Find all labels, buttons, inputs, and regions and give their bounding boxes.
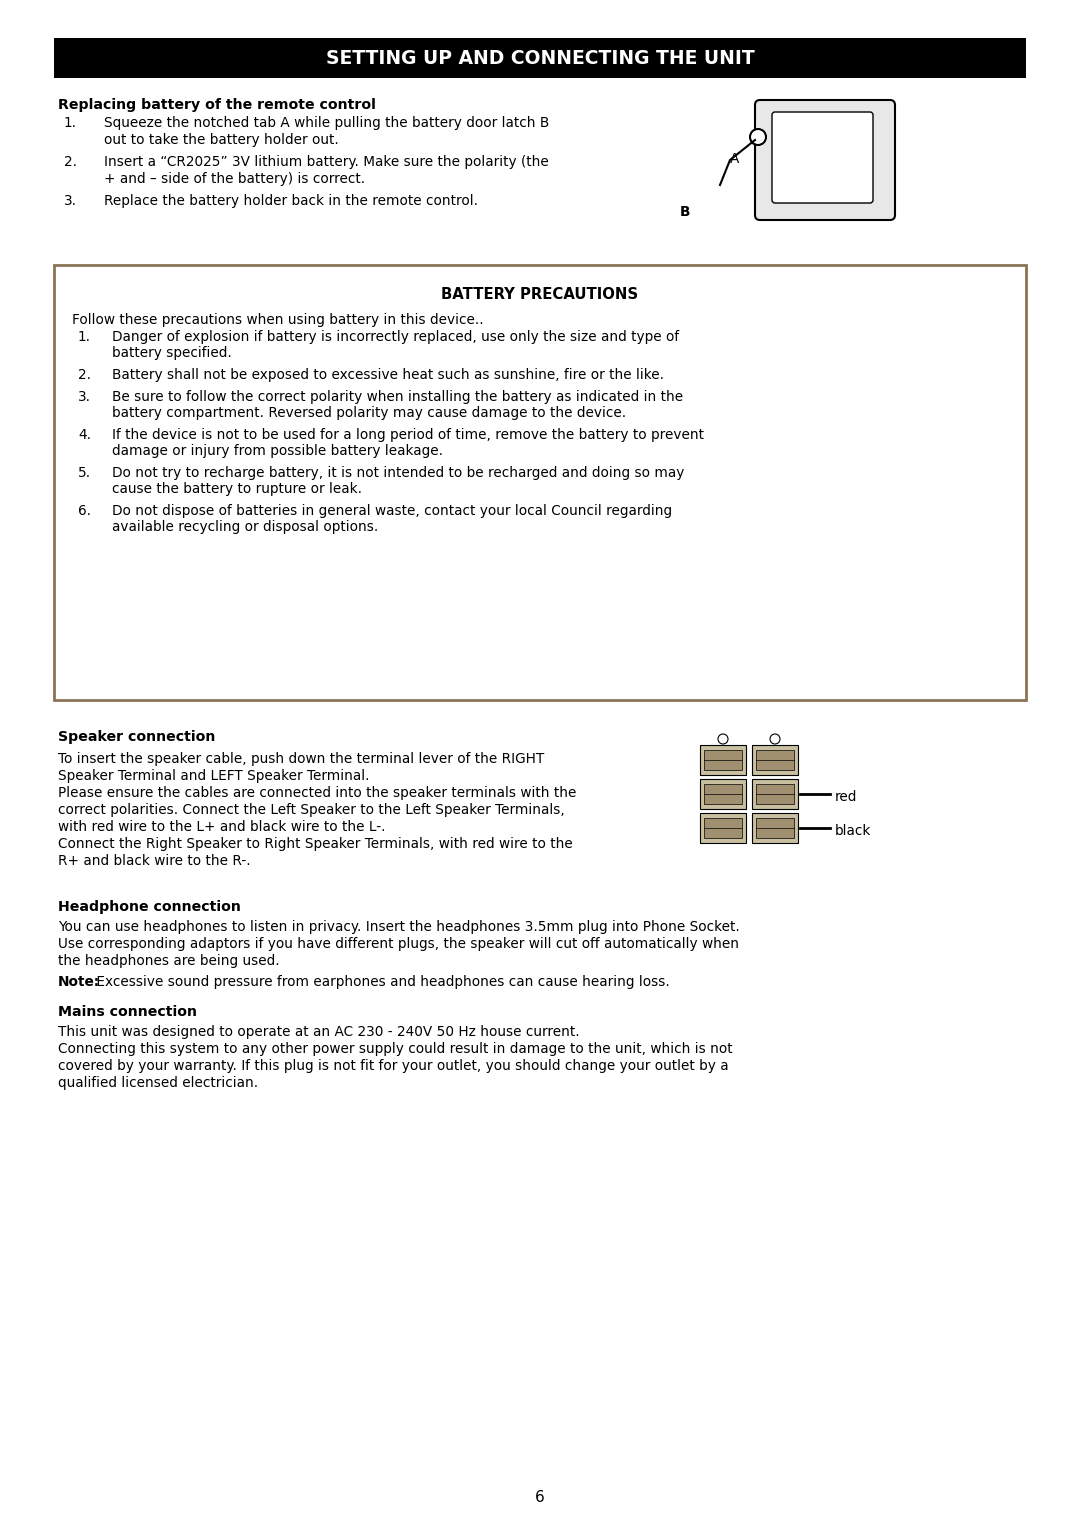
Text: 3.: 3.: [64, 194, 77, 208]
Text: 2.: 2.: [78, 368, 91, 382]
Text: Squeeze the notched tab A while pulling the battery door latch B: Squeeze the notched tab A while pulling …: [104, 116, 550, 130]
Text: Do not dispose of batteries in general waste, contact your local Council regardi: Do not dispose of batteries in general w…: [112, 505, 672, 518]
Bar: [700, 745, 746, 775]
Text: To insert the speaker cable, push down the terminal lever of the RIGHT: To insert the speaker cable, push down t…: [58, 752, 544, 766]
Text: Speaker Terminal and LEFT Speaker Terminal.: Speaker Terminal and LEFT Speaker Termin…: [58, 769, 369, 783]
Text: 4.: 4.: [78, 428, 91, 442]
Text: Connecting this system to any other power supply could result in damage to the u: Connecting this system to any other powe…: [58, 1041, 732, 1057]
Text: cause the battery to rupture or leak.: cause the battery to rupture or leak.: [112, 482, 362, 495]
Bar: [756, 784, 794, 804]
Text: This unit was designed to operate at an AC 230 - 240V 50 Hz house current.: This unit was designed to operate at an …: [58, 1024, 580, 1040]
Circle shape: [718, 734, 728, 745]
Bar: [756, 818, 794, 838]
Bar: [704, 751, 742, 771]
Text: A: A: [730, 151, 740, 167]
Text: Follow these precautions when using battery in this device..: Follow these precautions when using batt…: [72, 313, 484, 327]
Bar: [756, 751, 794, 771]
Text: Mains connection: Mains connection: [58, 1005, 197, 1018]
Bar: [704, 784, 742, 804]
Text: the headphones are being used.: the headphones are being used.: [58, 954, 280, 968]
Text: Insert a “CR2025” 3V lithium battery. Make sure the polarity (the: Insert a “CR2025” 3V lithium battery. Ma…: [104, 154, 549, 170]
Bar: [54, 265, 1026, 700]
Text: covered by your warranty. If this plug is not fit for your outlet, you should ch: covered by your warranty. If this plug i…: [58, 1060, 729, 1073]
Text: 1.: 1.: [64, 116, 77, 130]
Text: 5.: 5.: [78, 466, 91, 480]
Text: Headphone connection: Headphone connection: [58, 901, 241, 914]
Text: Do not try to recharge battery, it is not intended to be recharged and doing so : Do not try to recharge battery, it is no…: [112, 466, 685, 480]
Text: battery specified.: battery specified.: [112, 346, 232, 359]
Text: Battery shall not be exposed to excessive heat such as sunshine, fire or the lik: Battery shall not be exposed to excessiv…: [112, 368, 664, 382]
Text: If the device is not to be used for a long period of time, remove the battery to: If the device is not to be used for a lo…: [112, 428, 704, 442]
Text: Excessive sound pressure from earphones and headphones can cause hearing loss.: Excessive sound pressure from earphones …: [92, 976, 670, 989]
Text: Danger of explosion if battery is incorrectly replaced, use only the size and ty: Danger of explosion if battery is incorr…: [112, 330, 679, 344]
Text: 3.: 3.: [78, 390, 91, 404]
Text: Replace the battery holder back in the remote control.: Replace the battery holder back in the r…: [104, 194, 478, 208]
Text: SETTING UP AND CONNECTING THE UNIT: SETTING UP AND CONNECTING THE UNIT: [326, 49, 754, 67]
Text: + and – side of the battery) is correct.: + and – side of the battery) is correct.: [104, 171, 365, 187]
Text: black: black: [835, 824, 872, 838]
FancyBboxPatch shape: [772, 112, 873, 203]
Text: 6: 6: [535, 1489, 545, 1505]
Text: correct polarities. Connect the Left Speaker to the Left Speaker Terminals,: correct polarities. Connect the Left Spe…: [58, 803, 565, 816]
Bar: [752, 745, 798, 775]
Text: R+ and black wire to the R-.: R+ and black wire to the R-.: [58, 855, 251, 868]
Text: 1.: 1.: [78, 330, 91, 344]
Text: with red wire to the L+ and black wire to the L-.: with red wire to the L+ and black wire t…: [58, 820, 386, 833]
Bar: [752, 813, 798, 842]
Circle shape: [750, 128, 766, 145]
Text: Replacing battery of the remote control: Replacing battery of the remote control: [58, 98, 376, 112]
Text: red: red: [835, 790, 858, 804]
Bar: [54, 38, 1026, 78]
Text: Speaker connection: Speaker connection: [58, 729, 215, 745]
Text: BATTERY PRECAUTIONS: BATTERY PRECAUTIONS: [442, 287, 638, 303]
Text: Note:: Note:: [58, 976, 100, 989]
Text: B: B: [680, 205, 690, 219]
Text: battery compartment. Reversed polarity may cause damage to the device.: battery compartment. Reversed polarity m…: [112, 407, 626, 420]
Text: Be sure to follow the correct polarity when installing the battery as indicated : Be sure to follow the correct polarity w…: [112, 390, 684, 404]
Text: qualified licensed electrician.: qualified licensed electrician.: [58, 1076, 258, 1090]
Text: 6.: 6.: [78, 505, 91, 518]
Text: Please ensure the cables are connected into the speaker terminals with the: Please ensure the cables are connected i…: [58, 786, 577, 800]
Text: You can use headphones to listen in privacy. Insert the headphones 3.5mm plug in: You can use headphones to listen in priv…: [58, 920, 740, 934]
Bar: [704, 818, 742, 838]
Bar: [700, 778, 746, 809]
FancyBboxPatch shape: [755, 99, 895, 220]
Text: Use corresponding adaptors if you have different plugs, the speaker will cut off: Use corresponding adaptors if you have d…: [58, 937, 739, 951]
Text: damage or injury from possible battery leakage.: damage or injury from possible battery l…: [112, 443, 443, 459]
Circle shape: [770, 734, 780, 745]
Text: available recycling or disposal options.: available recycling or disposal options.: [112, 520, 378, 534]
Bar: [752, 778, 798, 809]
Text: Connect the Right Speaker to Right Speaker Terminals, with red wire to the: Connect the Right Speaker to Right Speak…: [58, 836, 572, 852]
Text: out to take the battery holder out.: out to take the battery holder out.: [104, 133, 339, 147]
Text: 2.: 2.: [64, 154, 77, 170]
Bar: [700, 813, 746, 842]
